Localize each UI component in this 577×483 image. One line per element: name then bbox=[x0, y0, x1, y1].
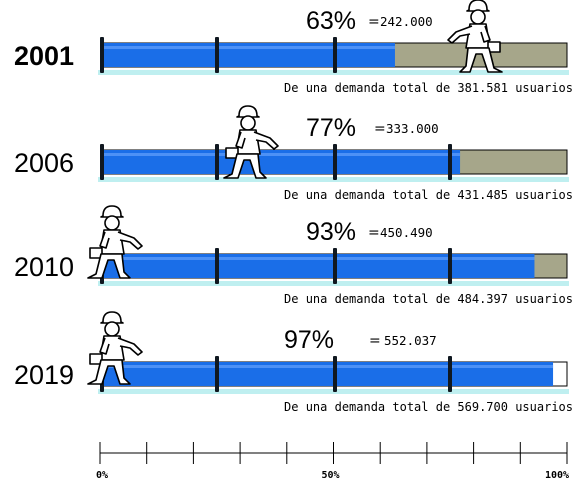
bar-highlight bbox=[102, 153, 461, 156]
category-label: 2019 bbox=[14, 360, 74, 390]
equals-sign: = bbox=[374, 121, 386, 137]
data-label: 93% bbox=[306, 218, 356, 246]
arm bbox=[235, 131, 246, 149]
helmet bbox=[236, 105, 260, 118]
chart-row-2001: 2001 63% = 242.000 De una demanda total de 3… bbox=[14, 0, 573, 95]
helmet bbox=[100, 311, 124, 324]
bar-highlight bbox=[102, 46, 395, 49]
tick-label: 100% bbox=[545, 470, 569, 481]
pipe-joint bbox=[333, 37, 337, 73]
category-label: 2010 bbox=[14, 252, 74, 282]
pipe-joint bbox=[333, 144, 337, 180]
demand-label: De una demanda total de 569.700 usuarios bbox=[284, 400, 573, 414]
category-label: 2006 bbox=[14, 148, 74, 178]
pipe-joint bbox=[448, 248, 452, 284]
toolbox bbox=[225, 147, 239, 159]
demand-label: De una demanda total de 484.397 usuarios bbox=[284, 292, 573, 306]
worker-icon bbox=[223, 105, 279, 179]
chart-row-2006: 2006 77% = 333.000 De una demanda total de 4… bbox=[14, 105, 573, 202]
data-label: 77% bbox=[306, 114, 356, 142]
arm bbox=[253, 131, 279, 150]
equals-sign: = bbox=[368, 14, 380, 30]
toolbox bbox=[89, 353, 103, 365]
tick-label: 50% bbox=[321, 470, 339, 481]
data-label: 97% bbox=[284, 326, 334, 354]
head bbox=[470, 9, 486, 25]
pipe-joint bbox=[215, 248, 219, 284]
equals-sign: = bbox=[369, 333, 381, 349]
head bbox=[104, 215, 120, 231]
worker-icon bbox=[87, 205, 143, 279]
head bbox=[104, 321, 120, 337]
users-served-label: 242.000 bbox=[380, 14, 433, 29]
worker-icon bbox=[87, 311, 143, 385]
arm bbox=[117, 231, 143, 250]
demand-label: De una demanda total de 431.485 usuarios bbox=[284, 188, 573, 202]
data-label: 63% bbox=[306, 7, 356, 35]
legs bbox=[87, 359, 131, 385]
head bbox=[240, 115, 256, 131]
worker-icon bbox=[447, 0, 503, 73]
arm bbox=[99, 337, 110, 355]
bar-highlight bbox=[102, 257, 535, 260]
equals-sign: = bbox=[368, 225, 380, 241]
arm bbox=[117, 337, 143, 356]
users-served-label: 450.490 bbox=[380, 225, 433, 240]
pipe-joint bbox=[215, 356, 219, 392]
legs bbox=[223, 153, 267, 179]
toolbox bbox=[89, 247, 103, 259]
bar-highlight bbox=[102, 365, 554, 368]
arm bbox=[99, 231, 110, 249]
chart-row-2010: 2010 93% = 450.490 De una demanda total de 4… bbox=[14, 205, 573, 306]
pipe-joint bbox=[100, 37, 104, 73]
legs bbox=[459, 47, 503, 73]
tick-label: 0% bbox=[96, 470, 108, 481]
x-axis: 0% 50% 100% bbox=[96, 442, 569, 481]
helmet bbox=[100, 205, 124, 218]
legs bbox=[87, 253, 131, 279]
pipe-joint bbox=[100, 144, 104, 180]
demand-label: De una demanda total de 381.581 usuarios bbox=[284, 81, 573, 95]
users-served-label: 552.037 bbox=[384, 333, 437, 348]
pipe-joint bbox=[215, 37, 219, 73]
pipe-joint bbox=[448, 356, 452, 392]
category-label: 2001 bbox=[14, 41, 74, 71]
pipe-joint bbox=[448, 144, 452, 180]
arm bbox=[480, 25, 491, 43]
helmet bbox=[466, 0, 490, 12]
pipe-joint bbox=[333, 356, 337, 392]
chart-row-2019: 2019 97% = 552.037 De una demanda total de 5… bbox=[14, 311, 573, 414]
toolbox bbox=[487, 41, 501, 53]
pipe-joint bbox=[215, 144, 219, 180]
arm bbox=[447, 25, 473, 44]
pipe-joint bbox=[333, 248, 337, 284]
users-served-label: 333.000 bbox=[386, 121, 439, 136]
